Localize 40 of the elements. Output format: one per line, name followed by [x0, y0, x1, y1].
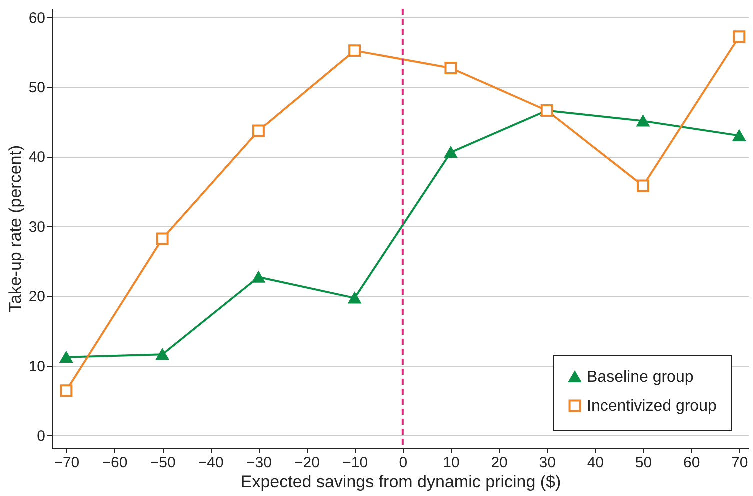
x-tick-label: −50: [150, 454, 176, 472]
point: [733, 30, 746, 44]
point: [733, 130, 746, 142]
x-tick-label: 50: [635, 454, 652, 472]
x-tick-label: −20: [294, 454, 320, 472]
x-tick-label: 20: [491, 454, 508, 472]
y-tick-label: 30: [28, 218, 46, 236]
x-tick-label: 30: [539, 454, 556, 472]
y-tick-label: 50: [28, 80, 46, 97]
point: [348, 44, 362, 58]
point: [60, 352, 73, 363]
x-tick-label: 70: [732, 454, 748, 472]
x-tick-label: −30: [246, 454, 272, 472]
point: [637, 116, 650, 127]
x-tick-label: 10: [443, 454, 460, 472]
y-axis-title: Take-up rate (percent): [6, 145, 25, 313]
point: [348, 292, 362, 304]
y-tick-label: 10: [28, 358, 46, 376]
legend-label: Incentivized group: [587, 398, 717, 415]
point: [637, 180, 650, 192]
y-tick-label: 20: [28, 288, 46, 306]
point: [252, 124, 265, 138]
legend-label: Baseline group: [587, 369, 694, 386]
point: [60, 384, 73, 398]
x-tick-label: 0: [399, 454, 408, 472]
x-tick-label: −40: [198, 454, 224, 472]
point: [156, 232, 169, 246]
x-axis-title: Expected savings from dynamic pricing ($): [240, 472, 562, 492]
point: [156, 349, 169, 360]
y-tick-label: 0: [37, 428, 46, 445]
y-tick-label: 40: [28, 149, 46, 166]
y-tick-label: 60: [28, 10, 46, 27]
x-tick-label: −70: [54, 454, 80, 472]
x-tick-label: −10: [342, 454, 368, 472]
point: [252, 272, 265, 283]
point: [444, 147, 458, 158]
x-tick-label: 40: [587, 454, 604, 472]
point: [444, 62, 458, 74]
x-tick-label: −60: [102, 454, 128, 472]
x-tick-label: 60: [683, 454, 700, 472]
